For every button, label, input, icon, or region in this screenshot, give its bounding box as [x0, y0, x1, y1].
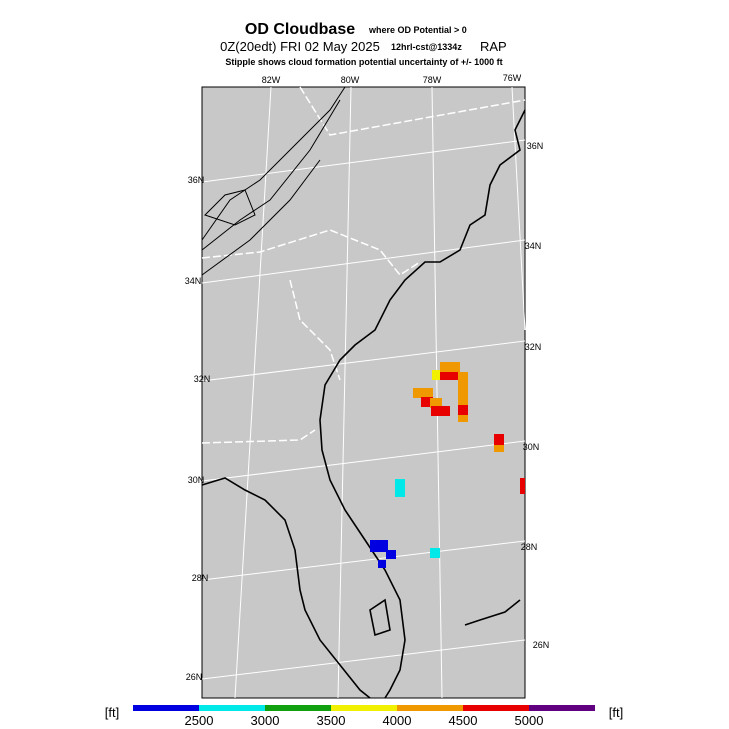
borders — [201, 86, 526, 444]
colorbar-label: 4500 — [449, 713, 478, 728]
terrain-contours — [201, 86, 346, 276]
lat-label: 30N — [188, 475, 205, 485]
map: 82W 80W 78W 76W 36N 34N 32N 30N 28N 26N 36N 34N 32… — [185, 73, 550, 699]
lat-label: 32N — [194, 374, 211, 384]
colorbar-swatch — [397, 705, 463, 711]
unit-right: [ft] — [609, 705, 623, 720]
graticule — [201, 86, 526, 699]
lon-label: 76W — [503, 73, 522, 83]
lon-label: 78W — [423, 75, 442, 85]
lat-label: 36N — [527, 141, 544, 151]
title-note: where OD Potential > 0 — [368, 25, 467, 35]
title: OD Cloudbase — [245, 21, 355, 38]
colorbar-label: 4000 — [383, 713, 412, 728]
colorbar-swatch — [463, 705, 529, 711]
lat-label: 34N — [185, 276, 202, 286]
valid-time: 0Z(20edt) FRI 02 May 2025 — [220, 39, 380, 54]
lat-label: 36N — [188, 175, 205, 185]
lat-label: 28N — [521, 542, 538, 552]
coastline — [201, 109, 526, 699]
forecast: 12hrl-cst@1334z — [391, 42, 462, 52]
lat-label: 26N — [186, 672, 203, 682]
map-frame — [201, 86, 526, 699]
colorbar-label: 3500 — [317, 713, 346, 728]
lat-label: 30N — [523, 442, 540, 452]
lat-label: 34N — [525, 241, 542, 251]
colorbar-swatch — [133, 705, 199, 711]
lat-label: 28N — [192, 573, 209, 583]
colorbar: [ft] [ft] 2500 3000 3500 4000 4500 5000 — [105, 705, 623, 728]
subtitle: Stipple shows cloud formation potential … — [225, 57, 502, 67]
colorbar-swatch — [529, 705, 595, 711]
colorbar-label: 5000 — [515, 713, 544, 728]
lat-label: 32N — [525, 342, 542, 352]
model: RAP — [480, 39, 507, 54]
lat-label: 26N — [533, 640, 550, 650]
cloudbase-cells — [370, 362, 525, 568]
colorbar-swatch — [331, 705, 397, 711]
colorbar-swatch — [265, 705, 331, 711]
lon-label: 82W — [262, 75, 281, 85]
lat-labels-right: 36N 34N 32N 30N 28N 26N — [521, 141, 550, 650]
lon-label: 80W — [341, 75, 360, 85]
colorbar-label: 3000 — [251, 713, 280, 728]
colorbar-swatch — [199, 705, 265, 711]
lat-labels-left: 36N 34N 32N 30N 28N 26N — [185, 175, 211, 682]
lon-labels: 82W 80W 78W 76W — [262, 73, 522, 85]
colorbar-label: 2500 — [185, 713, 214, 728]
unit-left: [ft] — [105, 705, 119, 720]
